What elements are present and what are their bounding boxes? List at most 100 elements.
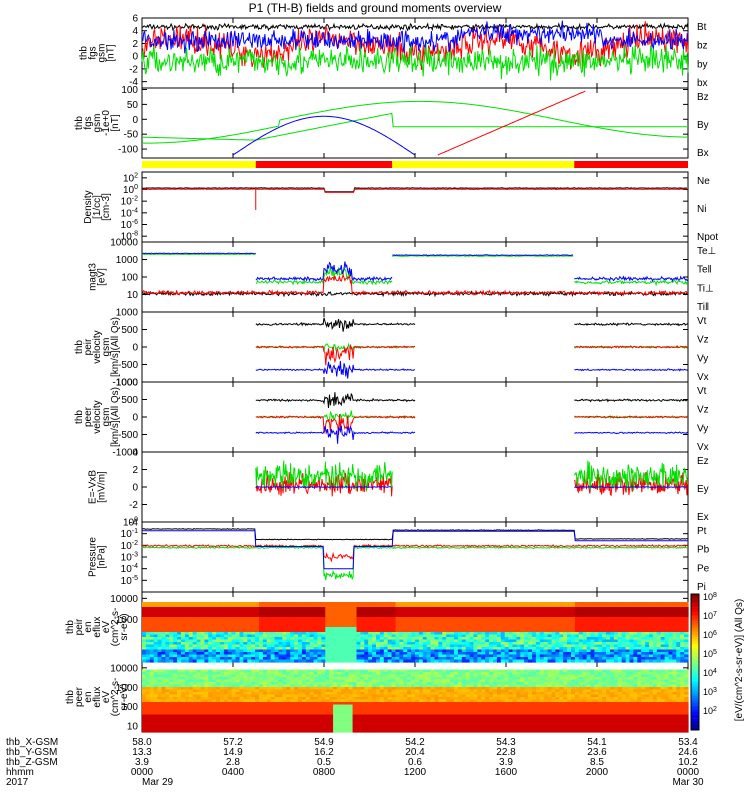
heatmap-cell [457, 652, 463, 656]
heatmap-cell [610, 659, 615, 663]
heatmap-cell [684, 624, 689, 628]
heatmap-cell [274, 612, 280, 616]
heatmap-cell [259, 604, 264, 608]
heatmap-cell [192, 617, 198, 621]
heatmap-cell [333, 614, 338, 618]
heatmap-cell [379, 659, 385, 663]
heatmap-cell [294, 682, 299, 686]
heatmap-cell [625, 624, 631, 628]
heatmap-cell [547, 604, 553, 608]
heatmap-cell [173, 677, 178, 681]
heatmap-cell [629, 614, 634, 618]
heatmap-cell [278, 609, 283, 613]
heatmap-cell [298, 654, 303, 658]
heatmap-cell [348, 602, 354, 606]
heatmap-cell [231, 607, 237, 611]
heatmap-cell [192, 659, 198, 663]
heatmap-cell [266, 602, 272, 606]
heatmap-cell [192, 629, 198, 633]
heatmap-cell [290, 647, 295, 651]
heatmap-cell [169, 647, 174, 651]
heatmap-cell [153, 607, 159, 611]
heatmap-cell [321, 729, 326, 733]
heatmap-cell [305, 617, 311, 621]
heatmap-cell [680, 619, 685, 623]
heatmap-cell [301, 639, 307, 643]
heatmap-cell [157, 709, 163, 713]
heatmap-cell [528, 624, 533, 628]
heatmap-cell [348, 614, 354, 618]
heatmap-cell [520, 654, 525, 658]
heatmap-cell [524, 652, 529, 656]
y-tick-label: 2 [132, 39, 138, 50]
heatmap-cell [313, 637, 319, 641]
heatmap-cell [454, 619, 459, 623]
heatmap-cell [329, 659, 334, 663]
heatmap-cell [578, 607, 584, 611]
heatmap-cell [656, 617, 662, 621]
heatmap-cell [586, 602, 592, 606]
heatmap-cell [567, 609, 572, 613]
heatmap-cell [188, 694, 194, 698]
heatmap-cell [493, 602, 498, 606]
heatmap-cell [481, 639, 486, 643]
heatmap-cell [184, 704, 190, 708]
heatmap-cell [278, 639, 283, 643]
heatmap-cell [192, 642, 198, 646]
heatmap-cell [301, 654, 307, 658]
heatmap-cell [142, 642, 147, 646]
heatmap-cell [606, 654, 611, 658]
heatmap-cell [208, 684, 213, 688]
heatmap-cell [407, 629, 412, 633]
heatmap-cell [184, 649, 190, 653]
heatmap-cell [613, 629, 619, 633]
heatmap-cell [239, 614, 244, 618]
heatmap-cell [395, 617, 400, 621]
heatmap-cell [169, 704, 174, 708]
heatmap-cell [270, 692, 276, 696]
heatmap-cell [231, 674, 237, 678]
heatmap-cell [684, 634, 689, 638]
heatmap-cell [610, 602, 615, 606]
heatmap-cell [555, 634, 560, 638]
heatmap-cell [321, 614, 326, 618]
heatmap-cell [290, 672, 295, 676]
heatmap-cell [145, 674, 151, 678]
heatmap-cell [333, 624, 338, 628]
heatmap-cell [262, 672, 268, 676]
heatmap-cell [376, 624, 381, 628]
heatmap-cell [559, 607, 564, 611]
heatmap-cell [496, 642, 502, 646]
heatmap-cell [528, 627, 533, 631]
heatmap-cell [216, 622, 221, 626]
heatmap-cell [251, 692, 256, 696]
heatmap-cell [567, 642, 572, 646]
heatmap-cell [613, 617, 619, 621]
heatmap-cell [231, 647, 237, 651]
heatmap-cell [637, 614, 642, 618]
heatmap-cell [344, 602, 350, 606]
heatmap-cell [360, 627, 365, 631]
heatmap-cell [282, 722, 287, 726]
heatmap-cell [227, 717, 233, 721]
heatmap-cell [329, 677, 334, 681]
heatmap-cell [188, 677, 194, 681]
heatmap-cell [356, 657, 361, 661]
heatmap-cell [313, 672, 319, 676]
heatmap-cell [251, 659, 256, 663]
heatmap-cell [177, 722, 182, 726]
heatmap-cell [524, 629, 529, 633]
heatmap-cell [153, 669, 159, 673]
heatmap-cell [231, 677, 237, 681]
heatmap-cell [177, 707, 182, 711]
heatmap-cell [204, 639, 209, 643]
heatmap-cell [664, 629, 670, 633]
heatmap-cell [157, 637, 163, 641]
heatmap-cell [305, 677, 311, 681]
heatmap-cell [340, 657, 346, 661]
heatmap-cell [231, 624, 237, 628]
heatmap-cell [227, 729, 233, 733]
heatmap-cell [231, 612, 237, 616]
heatmap-cell [454, 632, 459, 636]
heatmap-cell [551, 634, 556, 638]
